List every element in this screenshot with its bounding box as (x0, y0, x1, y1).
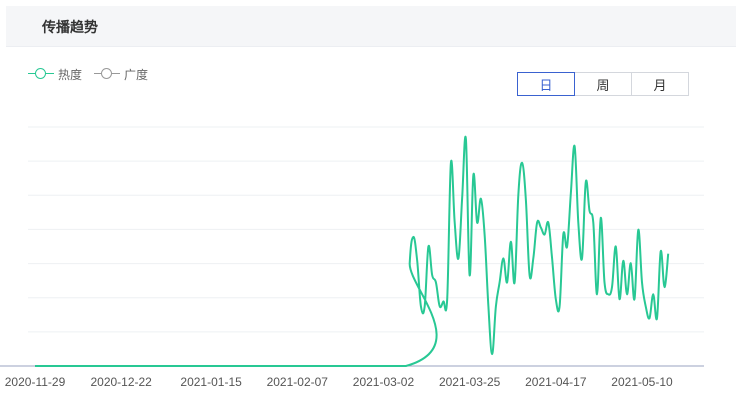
legend-label-breadth: 广度 (124, 67, 149, 82)
legend-line-icon (28, 67, 54, 81)
x-tick-label: 2021-02-07 (267, 375, 329, 389)
x-tick-label: 2020-11-29 (5, 375, 66, 389)
section-header: 传播趋势 (6, 6, 736, 47)
period-tab-week[interactable]: 周 (574, 72, 632, 96)
x-tick-label: 2021-03-02 (353, 375, 415, 389)
chart-legend: 热度 广度 (28, 66, 160, 82)
x-tick-label: 2021-05-10 (611, 375, 673, 389)
period-tab-month[interactable]: 月 (631, 72, 689, 96)
x-tick-label: 2021-03-25 (439, 375, 501, 389)
legend-label-heat: 热度 (58, 67, 83, 82)
trend-chart: 2020-11-29 2020-12-22 2021-01-15 2021-02-07… (0, 126, 704, 389)
legend-item-breadth[interactable]: 广度 (94, 66, 148, 83)
legend-item-heat[interactable]: 热度 (28, 66, 82, 83)
legend-line-icon (94, 67, 121, 81)
period-toggle: 日 周 月 (517, 72, 689, 96)
section-title: 传播趋势 (42, 19, 98, 35)
x-tick-label: 2021-01-15 (180, 375, 242, 389)
series-line-heat (34, 135, 670, 368)
x-tick-label: 2020-12-22 (90, 375, 152, 389)
x-tick-label: 2021-04-17 (525, 375, 587, 389)
period-tab-day[interactable]: 日 (517, 72, 575, 96)
